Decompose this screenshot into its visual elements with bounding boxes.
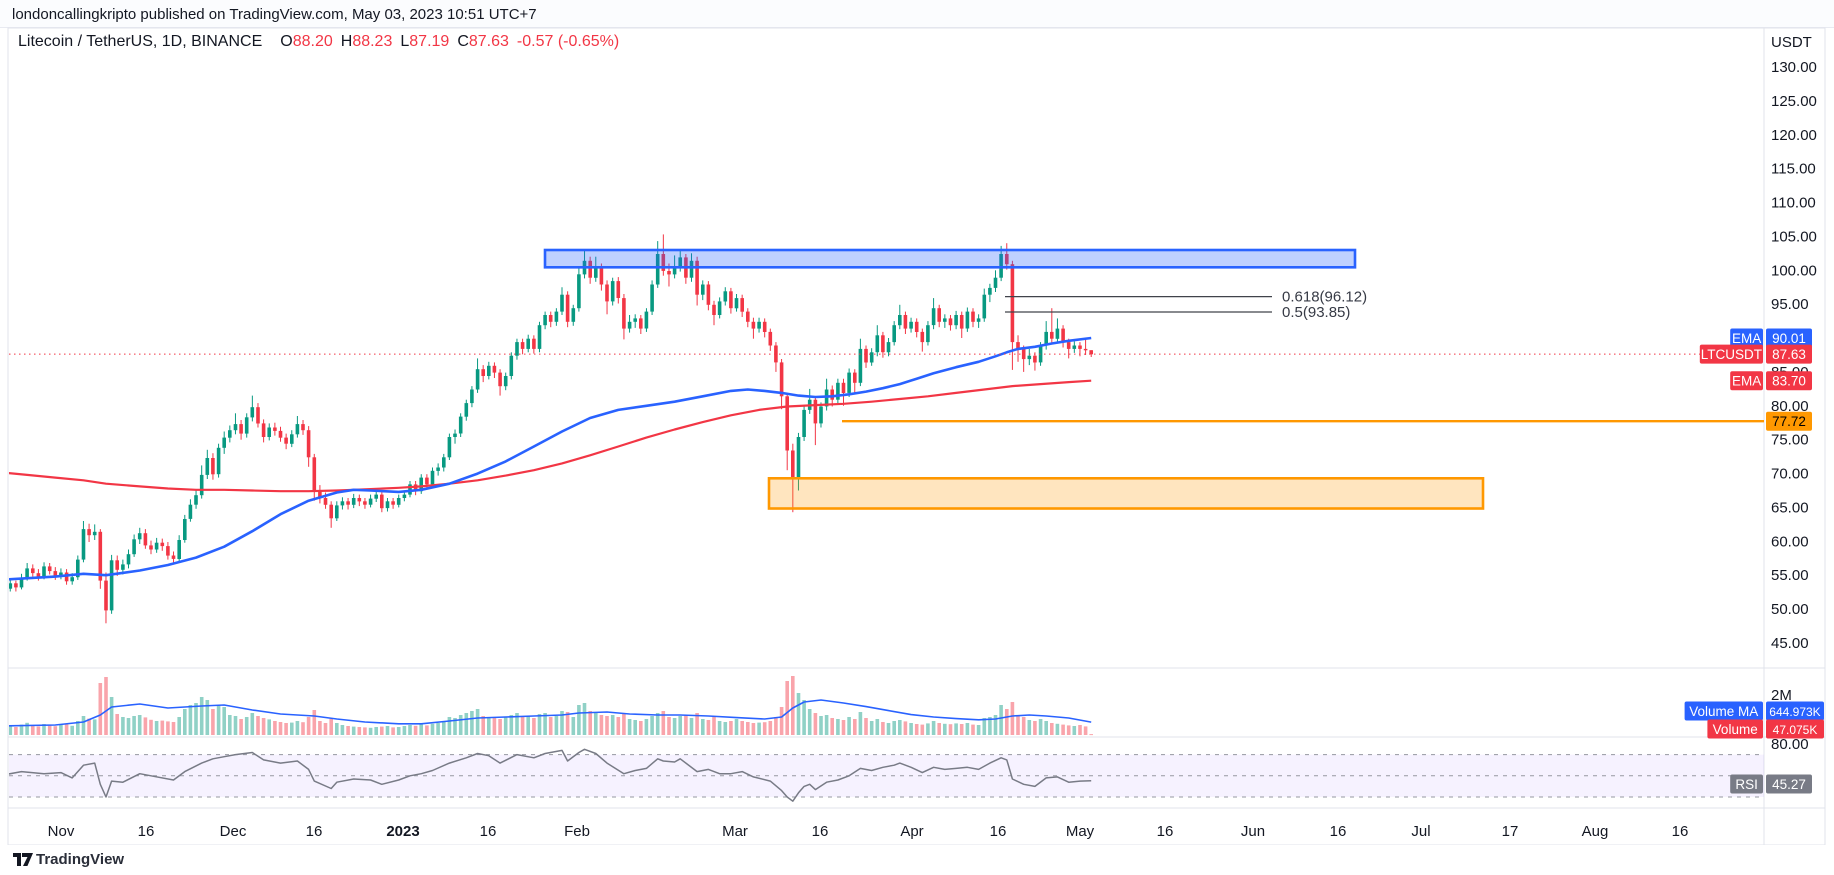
svg-text:83.70: 83.70 xyxy=(1772,374,1806,389)
rsi-band xyxy=(9,754,1764,797)
svg-text:95.00: 95.00 xyxy=(1771,296,1809,313)
svg-text:100.00: 100.00 xyxy=(1771,262,1817,279)
svg-text:Volume: Volume xyxy=(1713,722,1758,737)
svg-text:Feb: Feb xyxy=(564,823,590,840)
svg-text:EMA: EMA xyxy=(1732,374,1761,389)
svg-text:16: 16 xyxy=(1672,823,1689,840)
high-label: H xyxy=(340,33,353,50)
svg-text:Jul: Jul xyxy=(1411,823,1430,840)
tradingview-logo-icon[interactable] xyxy=(12,852,34,868)
svg-text:80.00: 80.00 xyxy=(1771,398,1809,415)
svg-text:RSI: RSI xyxy=(1735,777,1758,792)
svg-text:130.00: 130.00 xyxy=(1771,59,1817,76)
svg-text:Aug: Aug xyxy=(1582,823,1609,840)
svg-text:125.00: 125.00 xyxy=(1771,93,1817,110)
support-zone[interactable] xyxy=(767,476,1485,510)
open-value: 88.20 xyxy=(292,33,333,50)
ema-slow-badge: EMA 83.70 xyxy=(1730,371,1812,391)
svg-text:75.00: 75.00 xyxy=(1771,432,1809,449)
change-value: -0.57 (-0.65%) xyxy=(516,33,620,50)
open-label: O xyxy=(280,33,293,50)
svg-text:16: 16 xyxy=(812,823,829,840)
svg-text:87.63: 87.63 xyxy=(1772,347,1806,362)
resistance-zone[interactable] xyxy=(543,248,1357,269)
symbol-legend: Litecoin / TetherUS, 1D, BINANCE O88.20 H8… xyxy=(18,33,619,51)
svg-text:50.00: 50.00 xyxy=(1771,601,1809,618)
svg-text:16: 16 xyxy=(138,823,155,840)
svg-text:17: 17 xyxy=(1502,823,1519,840)
svg-text:90.01: 90.01 xyxy=(1772,331,1806,346)
svg-text:45.00: 45.00 xyxy=(1771,635,1809,652)
svg-text:Dec: Dec xyxy=(220,823,247,840)
svg-text:May: May xyxy=(1066,823,1095,840)
svg-text:45.27: 45.27 xyxy=(1772,777,1806,792)
attribution-text: londoncallingkripto published on Trading… xyxy=(12,6,537,23)
tradingview-brand-link[interactable]: TradingView xyxy=(36,851,125,868)
svg-text:16: 16 xyxy=(990,823,1007,840)
svg-text:105.00: 105.00 xyxy=(1771,228,1817,245)
volume-ma-badge: Volume MA 644.973K xyxy=(1684,701,1824,721)
svg-text:2M: 2M xyxy=(1771,687,1792,704)
svg-text:47.075K: 47.075K xyxy=(1773,723,1818,737)
svg-text:16: 16 xyxy=(306,823,323,840)
close-value: 87.63 xyxy=(468,33,509,50)
svg-text:Jun: Jun xyxy=(1241,823,1265,840)
svg-text:2023: 2023 xyxy=(386,823,419,840)
volume-series[interactable] xyxy=(0,676,1093,736)
svg-text:Volume MA: Volume MA xyxy=(1689,704,1758,719)
volume-ma-line[interactable] xyxy=(0,699,1092,727)
svg-text:60.00: 60.00 xyxy=(1771,533,1809,550)
low-label: L xyxy=(400,33,410,50)
support-badge: 77.72 xyxy=(1766,411,1812,431)
svg-text:16: 16 xyxy=(480,823,497,840)
axis-currency: USDT xyxy=(1771,34,1812,51)
svg-text:Mar: Mar xyxy=(722,823,748,840)
svg-text:120.00: 120.00 xyxy=(1771,127,1817,144)
time-axis[interactable]: Nov 16 Dec 16 2023 16 Feb Mar 16 Apr 16 May 16 Jun 16 J… xyxy=(48,823,1689,840)
svg-text:80.00: 80.00 xyxy=(1771,736,1809,753)
svg-text:77.72: 77.72 xyxy=(1772,414,1806,429)
high-value: 88.23 xyxy=(352,33,393,50)
svg-text:16: 16 xyxy=(1157,823,1174,840)
last-price-badge: LTCUSDT 87.63 xyxy=(1699,344,1812,364)
candlestick-series[interactable] xyxy=(0,234,1093,624)
svg-text:16: 16 xyxy=(1330,823,1347,840)
ema-50-line[interactable] xyxy=(0,336,1092,581)
svg-text:55.00: 55.00 xyxy=(1771,567,1809,584)
svg-text:Apr: Apr xyxy=(900,823,923,840)
rsi-line[interactable] xyxy=(0,748,1092,802)
close-label: C xyxy=(457,33,469,50)
fib-level-label-1: 0.5(93.85) xyxy=(1282,304,1350,321)
price-axis[interactable]: USDT 130.00 125.00 120.00 115.00 110.00 105.00… xyxy=(1771,34,1817,795)
svg-text:Nov: Nov xyxy=(48,823,75,840)
footer-bar: TradingView xyxy=(0,845,1834,875)
symbol-title: Litecoin / TetherUS, 1D, BINANCE xyxy=(18,33,263,50)
low-value: 87.19 xyxy=(409,33,450,50)
svg-text:115.00: 115.00 xyxy=(1771,161,1816,178)
fib-level-label-0: 0.618(96.12) xyxy=(1282,289,1367,306)
rsi-badge: RSI 45.27 xyxy=(1730,774,1812,794)
svg-text:70.00: 70.00 xyxy=(1771,466,1809,483)
ema-fast-badge: EMA 90.01 xyxy=(1730,328,1812,348)
svg-text:65.00: 65.00 xyxy=(1771,499,1809,516)
svg-text:644.973K: 644.973K xyxy=(1769,705,1820,719)
svg-text:EMA: EMA xyxy=(1732,331,1761,346)
volume-badge: Volume 47.075K xyxy=(1707,719,1824,739)
ema-200-line[interactable] xyxy=(0,379,1092,493)
svg-text:LTCUSDT: LTCUSDT xyxy=(1701,347,1762,362)
svg-text:110.00: 110.00 xyxy=(1771,195,1816,212)
